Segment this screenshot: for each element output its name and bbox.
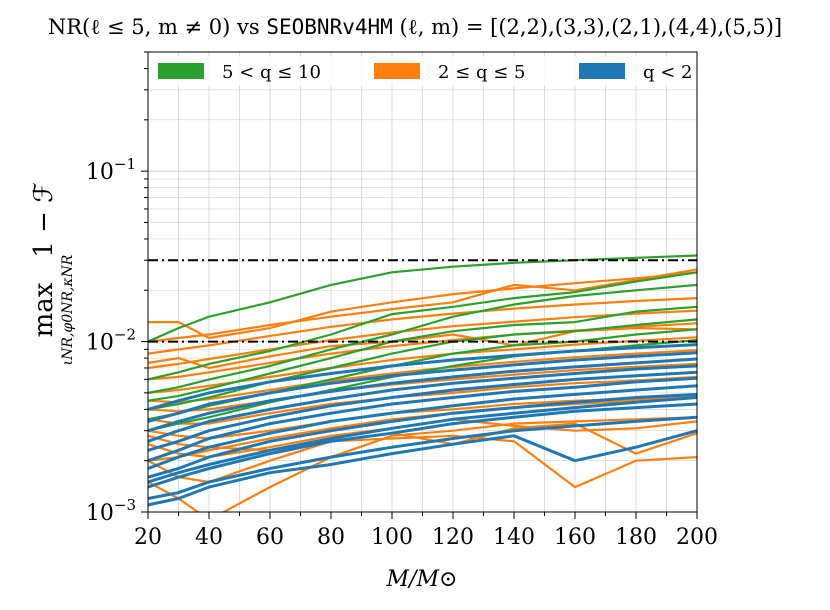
series-line	[148, 416, 697, 512]
y-tick-label: 10−3	[86, 496, 136, 526]
series-line	[148, 318, 697, 411]
y-axis-label-main: 1 − ℱ	[29, 182, 59, 257]
chart-title: NR(ℓ ≤ 5, m ≠ 0) vs SEOBNRv4HM (ℓ, m) = …	[48, 15, 782, 39]
series-line	[148, 384, 697, 470]
series-line	[148, 376, 697, 463]
y-tick-label: 10−1	[86, 155, 136, 185]
series-line	[148, 336, 697, 394]
series-line	[148, 309, 697, 370]
series-line	[148, 351, 697, 423]
series-line	[148, 364, 697, 443]
series-line	[148, 357, 697, 433]
y-tick-label: 10−2	[86, 326, 136, 356]
legend-swatch-mid-q	[374, 63, 420, 79]
series-line	[148, 434, 697, 489]
series-line	[148, 271, 697, 381]
x-tick-label: 200	[676, 525, 718, 550]
legend: 5 < q ≤ 10 2 ≤ q ≤ 5 q < 2	[150, 56, 695, 86]
series-line	[148, 343, 697, 411]
x-tick-label: 180	[615, 525, 657, 550]
x-tick-label: 140	[493, 525, 535, 550]
legend-label-low-q: q < 2	[643, 62, 693, 83]
x-tick-label: 40	[195, 525, 223, 550]
y-axis-label-subscript: ιNR,φ0NR,κNR	[60, 254, 76, 365]
chart-title-model: SEOBNRv4HM	[266, 15, 392, 39]
series-line	[148, 429, 697, 507]
x-axis-label: M/M⊙	[386, 567, 458, 592]
axis-ticks: 20 40 60 80 100 120 140 160 180 200 10−3 10−2 10−1	[86, 51, 718, 550]
x-tick-label: 80	[317, 525, 345, 550]
x-tick-label: 120	[432, 525, 474, 550]
y-axis-label: max ιNR,φ0NR,κNR 1 − ℱ	[29, 182, 76, 365]
series-line	[148, 396, 697, 462]
x-tick-label: 20	[134, 525, 162, 550]
series-line	[148, 415, 697, 500]
series-lines	[148, 254, 697, 512]
series-line	[148, 396, 697, 484]
legend-swatch-low-q	[579, 63, 625, 79]
legend-label-mid-q: 2 ≤ q ≤ 5	[438, 62, 525, 83]
legend-swatch-high-q	[158, 63, 204, 79]
chart-title-suffix: (ℓ, m) = [(2,2),(3,3),(2,1),(4,4),(5,5)]	[393, 15, 782, 39]
plot-area: 20 40 60 80 100 120 140 160 180 200 10−3 10−2 10−1	[86, 51, 718, 550]
x-tick-label: 60	[256, 525, 284, 550]
y-axis-label-max: max	[29, 282, 59, 337]
x-tick-label: 160	[554, 525, 596, 550]
series-line	[148, 402, 697, 489]
series-line	[148, 283, 697, 394]
series-line	[148, 392, 697, 479]
reference-lines	[148, 259, 697, 343]
series-line	[148, 370, 697, 452]
legend-label-high-q: 5 < q ≤ 10	[222, 62, 321, 83]
series-line	[148, 268, 697, 343]
x-tick-label: 100	[371, 525, 413, 550]
chart-title-prefix: NR(ℓ ≤ 5, m ≠ 0) vs	[48, 15, 267, 39]
series-line	[148, 297, 697, 355]
series-line	[148, 271, 697, 340]
